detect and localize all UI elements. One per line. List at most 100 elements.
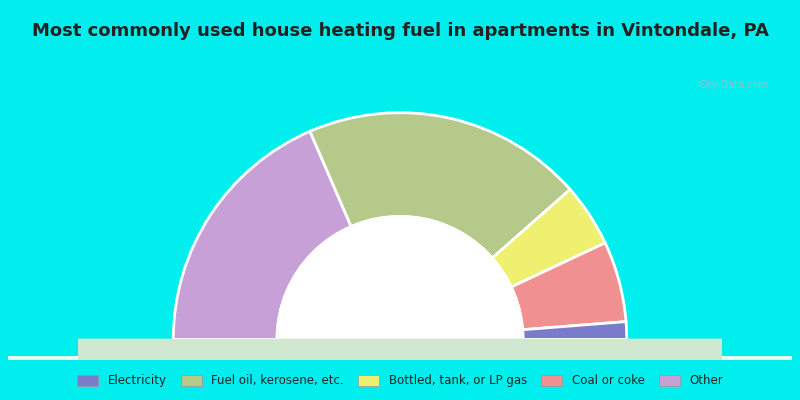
Bar — [8, 358, 792, 359]
Wedge shape — [400, 190, 605, 339]
Bar — [8, 358, 792, 360]
Bar — [8, 358, 792, 360]
Bar — [8, 357, 792, 359]
Bar — [8, 358, 792, 359]
Bar — [8, 357, 792, 359]
Bar — [8, 358, 792, 359]
Bar — [8, 358, 792, 360]
Bar — [8, 358, 792, 360]
Bar — [8, 357, 792, 358]
Bar — [8, 357, 792, 359]
Bar — [8, 358, 792, 359]
Bar — [8, 358, 792, 360]
Bar — [8, 357, 792, 359]
Bar — [8, 358, 792, 360]
Bar — [8, 358, 792, 359]
Bar — [8, 357, 792, 359]
Bar — [8, 358, 792, 360]
Bar — [8, 358, 792, 359]
Bar — [8, 357, 792, 358]
Bar — [8, 358, 792, 360]
Bar — [8, 357, 792, 359]
Bar — [8, 357, 792, 359]
Bar — [8, 358, 792, 360]
Bar — [78, 347, 722, 348]
Bar — [8, 357, 792, 358]
Bar — [8, 358, 792, 359]
Bar — [8, 358, 792, 359]
Bar — [8, 358, 792, 360]
Bar — [8, 358, 792, 359]
Bar — [8, 357, 792, 359]
Bar — [8, 358, 792, 359]
Bar — [8, 358, 792, 360]
Wedge shape — [174, 131, 400, 339]
Bar — [8, 358, 792, 360]
Bar — [8, 358, 792, 359]
Bar — [8, 358, 792, 360]
Bar — [8, 358, 792, 359]
Bar — [8, 357, 792, 358]
Bar — [8, 358, 792, 360]
Text: Most commonly used house heating fuel in apartments in Vintondale, PA: Most commonly used house heating fuel in… — [31, 22, 769, 40]
Bar — [8, 358, 792, 360]
Bar — [8, 358, 792, 359]
Bar — [8, 357, 792, 359]
Bar — [8, 358, 792, 359]
Bar — [8, 357, 792, 358]
Bar — [8, 358, 792, 360]
Bar — [78, 344, 722, 345]
Bar — [8, 358, 792, 360]
Bar — [8, 358, 792, 359]
Bar — [8, 358, 792, 360]
Bar — [8, 358, 792, 359]
Bar — [8, 357, 792, 358]
Bar — [8, 358, 792, 360]
Bar — [8, 358, 792, 360]
Bar — [8, 358, 792, 360]
Bar — [8, 358, 792, 359]
Bar — [8, 358, 792, 360]
Bar — [8, 358, 792, 360]
Bar — [8, 358, 792, 360]
Bar — [8, 358, 792, 359]
Bar — [8, 358, 792, 359]
Bar — [8, 358, 792, 360]
Bar — [8, 358, 792, 360]
Bar — [8, 357, 792, 359]
Bar — [8, 357, 792, 359]
Bar — [78, 349, 722, 350]
Bar — [8, 358, 792, 360]
Bar — [8, 358, 792, 359]
Bar — [8, 358, 792, 359]
Bar — [8, 358, 792, 359]
Bar — [8, 358, 792, 359]
Bar — [8, 358, 792, 359]
Bar — [8, 358, 792, 360]
Bar — [8, 358, 792, 359]
Bar — [78, 340, 722, 341]
Bar — [8, 358, 792, 359]
Bar — [8, 358, 792, 360]
Bar — [8, 358, 792, 359]
Bar — [8, 358, 792, 360]
Bar — [78, 350, 722, 351]
Bar — [8, 358, 792, 359]
Bar — [8, 357, 792, 359]
Bar — [8, 357, 792, 359]
Bar — [8, 358, 792, 359]
Bar — [8, 358, 792, 359]
Bar — [78, 351, 722, 352]
Wedge shape — [310, 113, 570, 339]
Bar — [78, 339, 722, 360]
Bar — [8, 358, 792, 359]
Bar — [8, 358, 792, 360]
Bar — [8, 357, 792, 358]
Bar — [8, 357, 792, 359]
Bar — [8, 358, 792, 359]
Bar — [8, 358, 792, 360]
Bar — [8, 357, 792, 359]
Bar — [8, 357, 792, 359]
Bar — [8, 358, 792, 360]
Bar — [8, 358, 792, 359]
